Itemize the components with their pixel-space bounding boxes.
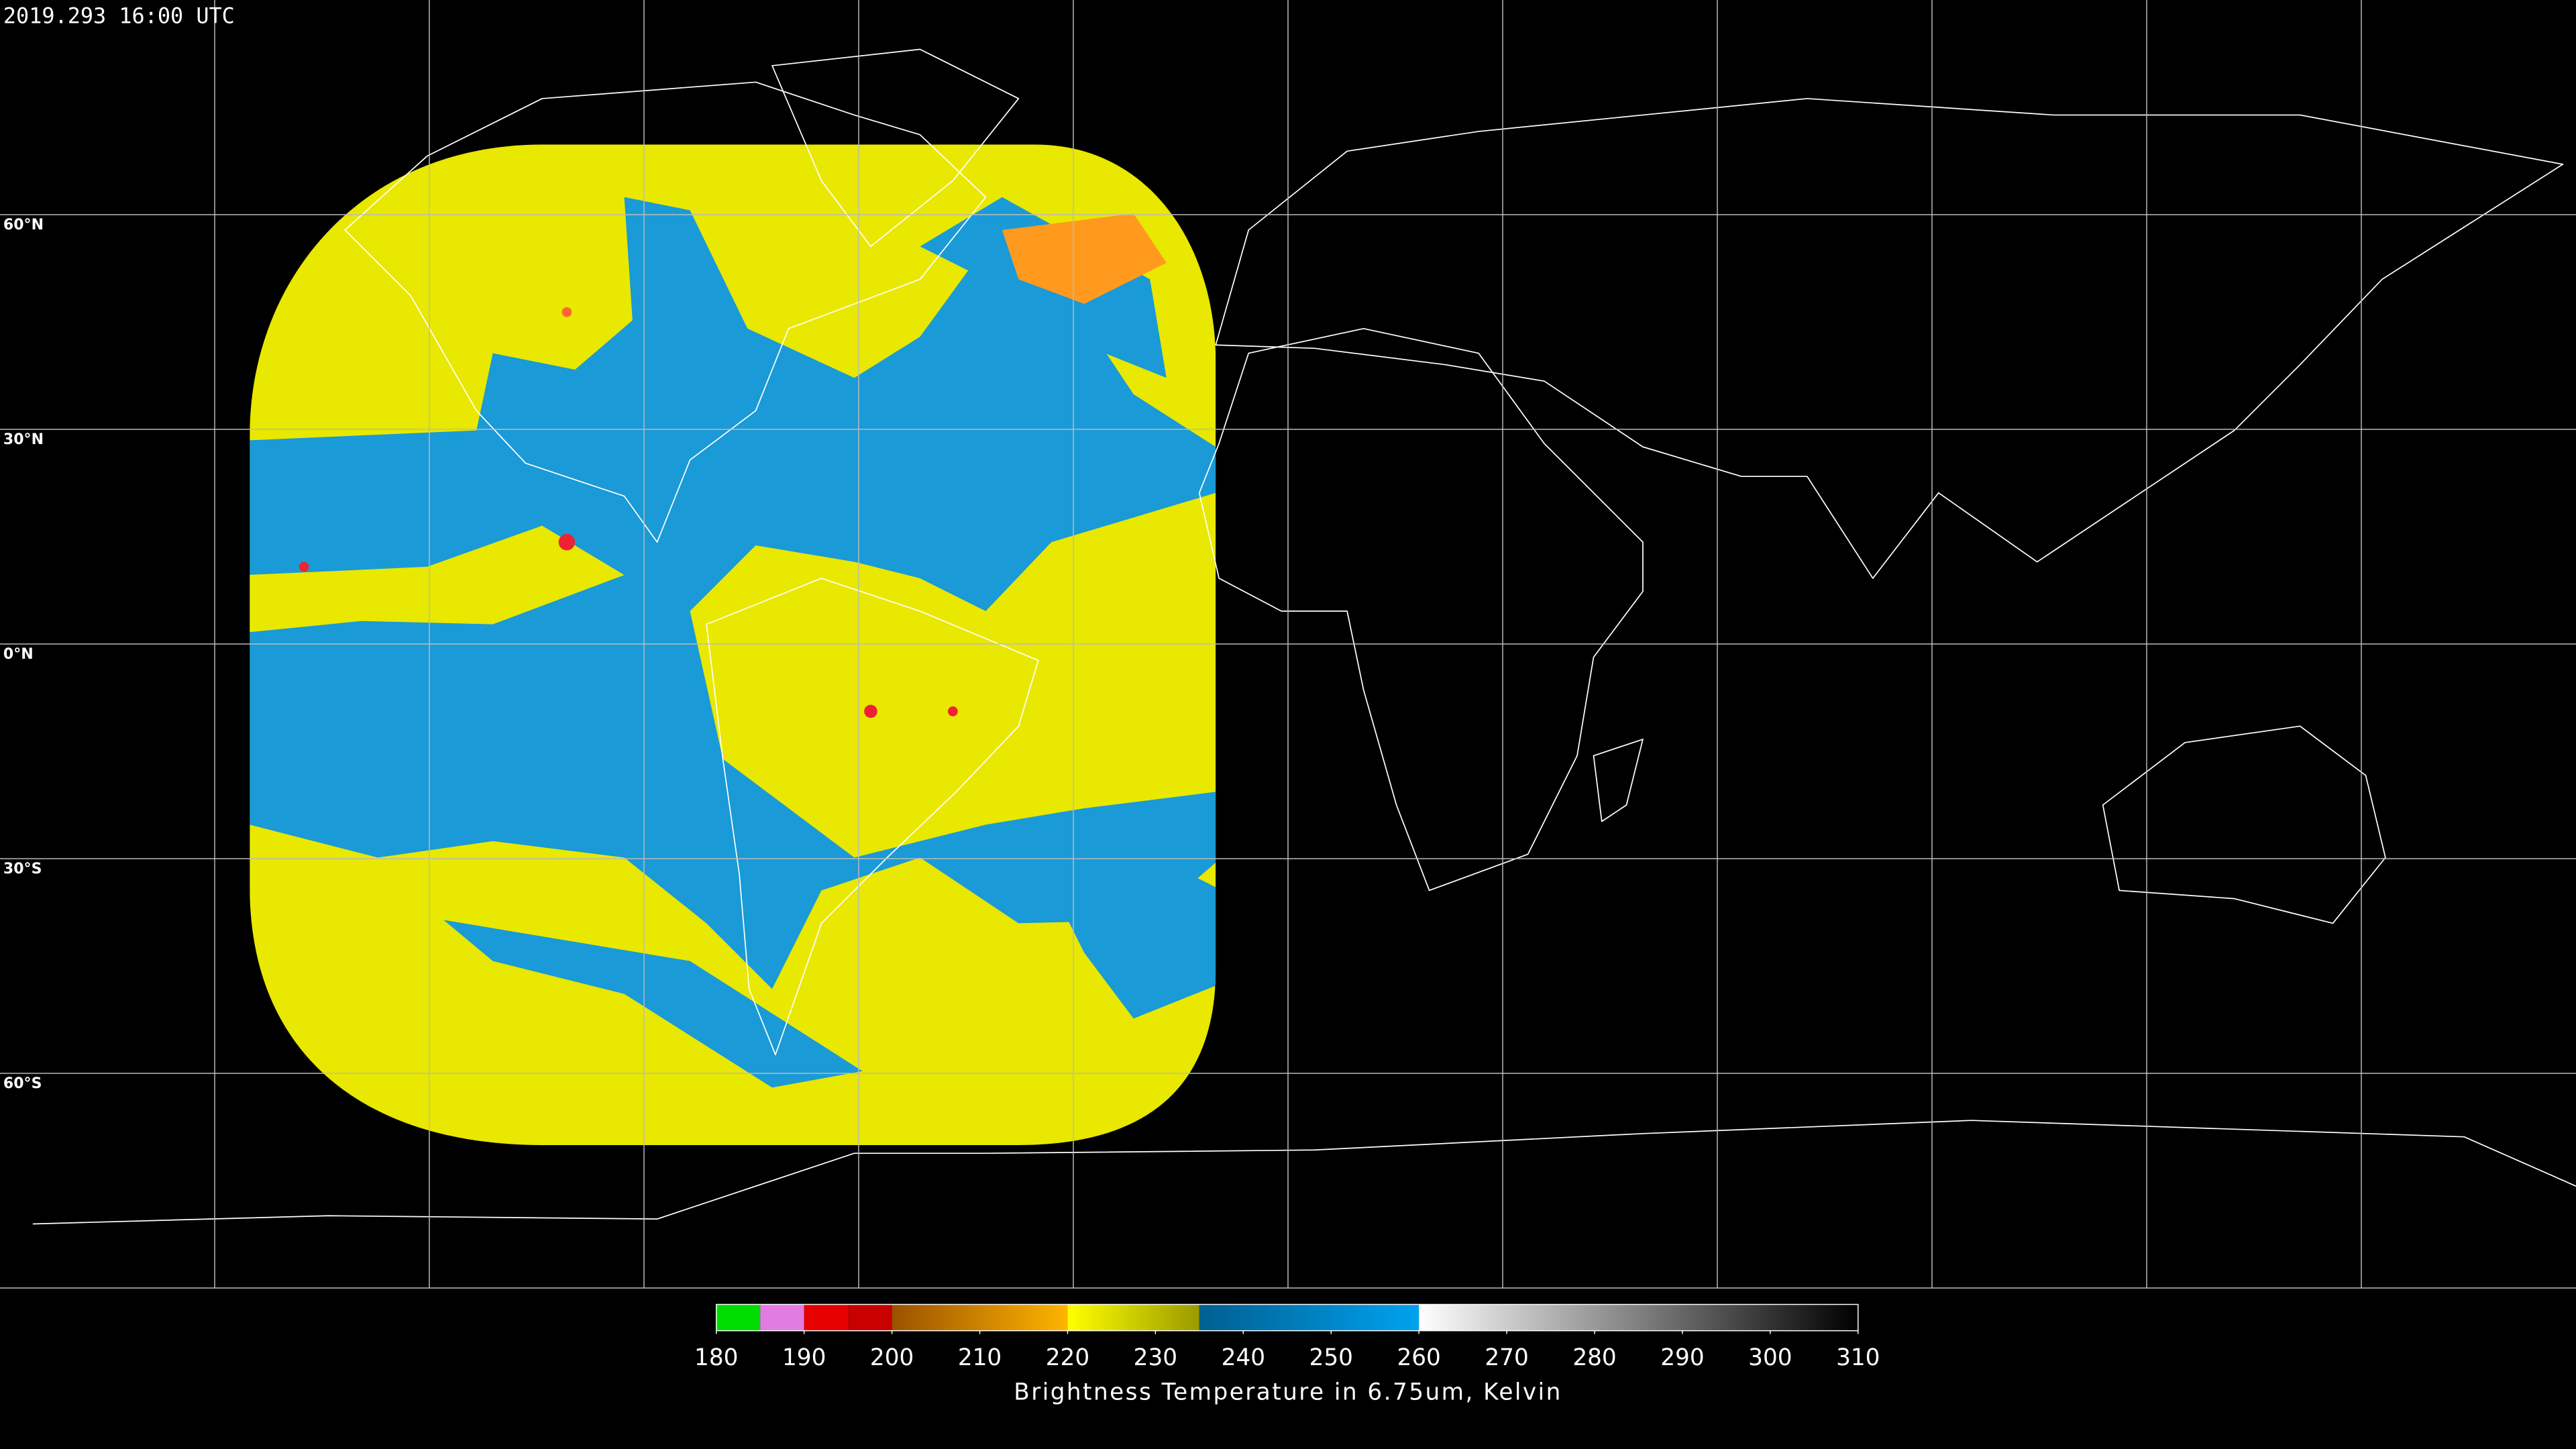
coastline <box>1198 327 1644 892</box>
coastline <box>771 48 1020 248</box>
colorbar-segment <box>848 1304 892 1331</box>
cold-cloud-top <box>558 533 576 551</box>
colorbar-tick-label: 290 <box>1660 1344 1704 1371</box>
colorbar-segment <box>1067 1304 1199 1331</box>
coastline <box>2102 725 2386 924</box>
timestamp: 2019.293 16:00 UTC <box>3 3 235 28</box>
graticule: 60°N 30°N 0°N 30°S 60°S <box>0 0 2576 1289</box>
colorbar-tick-label: 260 <box>1397 1344 1440 1371</box>
clear-sky-region <box>443 920 863 1088</box>
colorbar-title: Brightness Temperature in 6.75um, Kelvin <box>1014 1379 1562 1406</box>
cold-cloud-top <box>948 706 958 716</box>
cold-cloud-top <box>561 307 572 317</box>
coastline <box>1593 739 1644 822</box>
cold-cloud-top <box>1002 213 1167 305</box>
colorbar-segment <box>1419 1304 1858 1331</box>
cold-cloud-top <box>299 561 309 572</box>
colorbar-tick-label: 230 <box>1134 1344 1177 1371</box>
colorbar-tick-label: 180 <box>694 1344 738 1371</box>
coastline <box>1215 98 2564 579</box>
colorbar-frame <box>716 1303 1859 1332</box>
colorbar: 180 190 200 210 220 230 240 250 260 270 280 290 300 3… <box>694 1303 1880 1371</box>
colorbar-segment <box>760 1304 804 1331</box>
coastlines <box>32 48 2576 1225</box>
colorbar-tick-label: 310 <box>1836 1344 1880 1371</box>
latitude-label: 0°N <box>3 646 34 663</box>
coastline <box>32 1120 2576 1225</box>
colorbar-tick-label: 280 <box>1572 1344 1616 1371</box>
coastline <box>344 81 987 543</box>
colorbar-segment <box>716 1304 761 1331</box>
colorbar-tick-label: 200 <box>870 1344 914 1371</box>
latitude-label: 30°S <box>3 861 42 877</box>
colorbar-segment <box>892 1304 1068 1331</box>
colorbar-tick-label: 210 <box>958 1344 1002 1371</box>
cloud-band <box>250 525 625 633</box>
cloud-band <box>722 591 920 805</box>
cold-cloud-top <box>864 704 877 718</box>
colorbar-tick-label: 270 <box>1485 1344 1528 1371</box>
colorbar-tick-label: 250 <box>1309 1344 1353 1371</box>
clear-sky-region <box>1051 854 1216 1019</box>
colorbar-segment <box>804 1304 849 1331</box>
latitude-label: 60°S <box>3 1075 42 1092</box>
satellite-image <box>250 144 1216 1145</box>
latitude-label: 30°N <box>3 431 44 448</box>
colorbar-tick-label: 190 <box>782 1344 826 1371</box>
coastline <box>706 578 1039 1056</box>
colorbar-tick-label: 220 <box>1046 1344 1089 1371</box>
colorbar-tick-label: 240 <box>1222 1344 1265 1371</box>
clear-sky-region <box>250 197 1216 989</box>
colorbar-tick-label: 300 <box>1748 1344 1792 1371</box>
colorbar-segment <box>1199 1304 1419 1331</box>
latitude-label: 60°N <box>3 217 44 233</box>
